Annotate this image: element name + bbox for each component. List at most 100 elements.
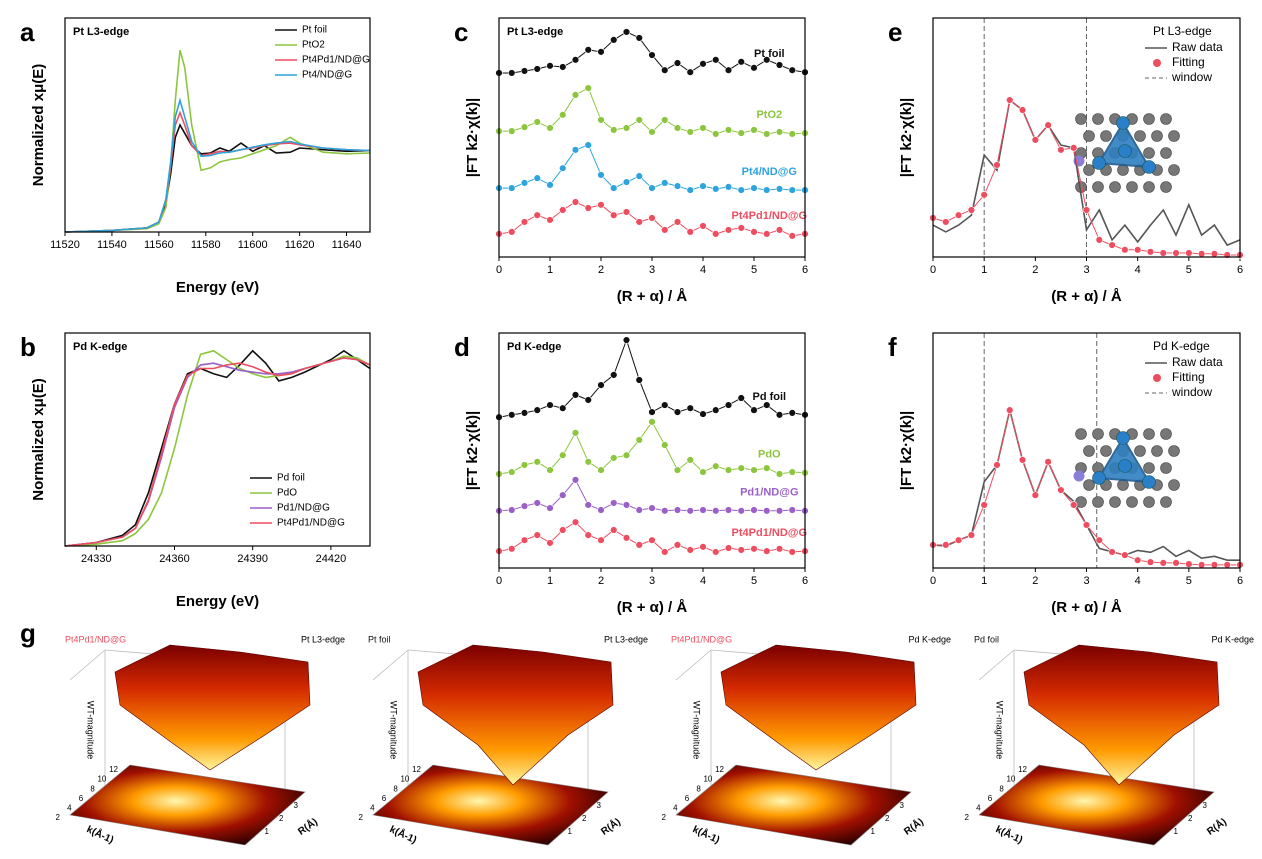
data-point bbox=[571, 146, 580, 154]
data-point bbox=[584, 531, 592, 539]
data-point bbox=[1210, 250, 1219, 258]
data-point bbox=[1031, 136, 1040, 144]
x-tick-label: 24360 bbox=[159, 553, 190, 565]
legend-label: Fitting bbox=[1172, 55, 1205, 69]
data-point bbox=[546, 62, 554, 70]
series-label: Pd1/ND@G bbox=[740, 487, 798, 499]
atom bbox=[1168, 445, 1180, 457]
k-tick-label: 8 bbox=[393, 784, 398, 793]
data-point bbox=[661, 66, 669, 74]
panel-letter: c bbox=[454, 17, 468, 47]
z-axis-label: WT-magnitude bbox=[995, 701, 1005, 760]
edge-label: Pd K-edge bbox=[908, 634, 951, 644]
atom bbox=[1168, 479, 1180, 491]
data-point bbox=[661, 226, 669, 234]
x-tick-label: 11640 bbox=[332, 239, 362, 251]
plot-frame bbox=[498, 17, 806, 258]
atom bbox=[1160, 496, 1172, 508]
x-axis-label: Energy (eV) bbox=[176, 593, 259, 610]
data-point bbox=[750, 228, 758, 236]
data-point bbox=[508, 545, 516, 553]
data-point bbox=[533, 458, 541, 466]
data-point bbox=[571, 56, 580, 64]
metal-atom bbox=[1142, 160, 1156, 174]
data-point bbox=[686, 228, 694, 236]
data-point bbox=[967, 531, 976, 539]
data-point bbox=[737, 186, 745, 194]
data-point bbox=[520, 536, 529, 544]
legend-label: Raw data bbox=[1172, 40, 1223, 54]
x-axis-label: (R + α) / Å bbox=[617, 599, 688, 616]
data-point bbox=[788, 468, 796, 476]
data-point bbox=[673, 124, 682, 132]
data-point bbox=[1159, 249, 1167, 257]
x-tick-label: 4 bbox=[1135, 264, 1141, 276]
data-point bbox=[699, 182, 707, 190]
data-point bbox=[673, 466, 682, 474]
series-label: Pt4/ND@G bbox=[742, 166, 797, 178]
x-axis-label: (R + α) / Å bbox=[617, 288, 688, 305]
panel-title: Pd K-edge bbox=[507, 341, 561, 353]
data-point bbox=[571, 518, 580, 526]
x-tick-label: 4 bbox=[1135, 575, 1141, 587]
data-point bbox=[661, 548, 669, 556]
wt-surface bbox=[114, 644, 311, 771]
atom bbox=[1160, 428, 1172, 440]
x-tick-label: 0 bbox=[496, 264, 502, 276]
legend-label: window bbox=[1171, 70, 1212, 84]
data-point bbox=[648, 214, 656, 222]
data-point bbox=[559, 526, 567, 534]
data-point bbox=[635, 506, 643, 514]
plot-frame bbox=[64, 332, 371, 547]
r-tick-label: 1 bbox=[1174, 827, 1179, 836]
data-point bbox=[788, 506, 796, 514]
data-point bbox=[724, 466, 733, 474]
series-line bbox=[932, 98, 1241, 247]
data-point bbox=[1108, 241, 1116, 249]
x-tick-label: 2 bbox=[1032, 575, 1038, 587]
x-tick-label: 3 bbox=[1083, 264, 1089, 276]
data-point bbox=[1018, 456, 1027, 464]
data-point bbox=[763, 401, 771, 409]
y-axis-label: Normalized xμ(E) bbox=[30, 378, 47, 501]
k-axis-label: k(Å-1) bbox=[85, 822, 116, 846]
k-tick-label: 4 bbox=[370, 804, 375, 813]
atom bbox=[1134, 445, 1146, 457]
atom bbox=[1126, 496, 1138, 508]
data-point bbox=[699, 60, 707, 68]
series-label: Pt4Pd1/ND@G bbox=[732, 210, 808, 222]
atom bbox=[1151, 130, 1163, 142]
data-point bbox=[648, 536, 656, 544]
panel-title: Pt L3-edge bbox=[507, 26, 563, 38]
data-point bbox=[712, 130, 720, 138]
data-point bbox=[622, 208, 631, 216]
data-point bbox=[750, 545, 758, 553]
wt-surface bbox=[417, 644, 614, 786]
data-point bbox=[559, 206, 567, 214]
data-point bbox=[686, 68, 694, 76]
legend-label: Pt4Pd1/ND@G bbox=[302, 55, 370, 66]
legend-label: Pt4/ND@G bbox=[302, 70, 352, 81]
structure-inset bbox=[1073, 113, 1180, 193]
legend-label: Pt4Pd1/ND@G bbox=[277, 518, 345, 529]
data-point bbox=[571, 429, 580, 437]
data-point bbox=[712, 230, 720, 238]
data-point bbox=[1095, 236, 1103, 244]
data-point bbox=[584, 501, 592, 509]
data-point bbox=[1082, 206, 1091, 214]
x-tick-label: 5 bbox=[1186, 575, 1192, 587]
atom bbox=[1092, 113, 1104, 125]
data-point bbox=[597, 48, 605, 56]
series-line bbox=[64, 110, 371, 233]
z-axis-label: WT-magnitude bbox=[86, 701, 96, 760]
data-point bbox=[533, 406, 541, 414]
data-point bbox=[508, 228, 516, 236]
r-axis-label: R(Å) bbox=[295, 815, 320, 838]
x-tick-label: 2 bbox=[598, 575, 604, 587]
data-point bbox=[1210, 561, 1219, 569]
data-point bbox=[775, 128, 784, 136]
legend-swatch bbox=[1153, 59, 1161, 67]
data-point bbox=[1197, 561, 1206, 569]
x-tick-label: 1 bbox=[981, 575, 987, 587]
